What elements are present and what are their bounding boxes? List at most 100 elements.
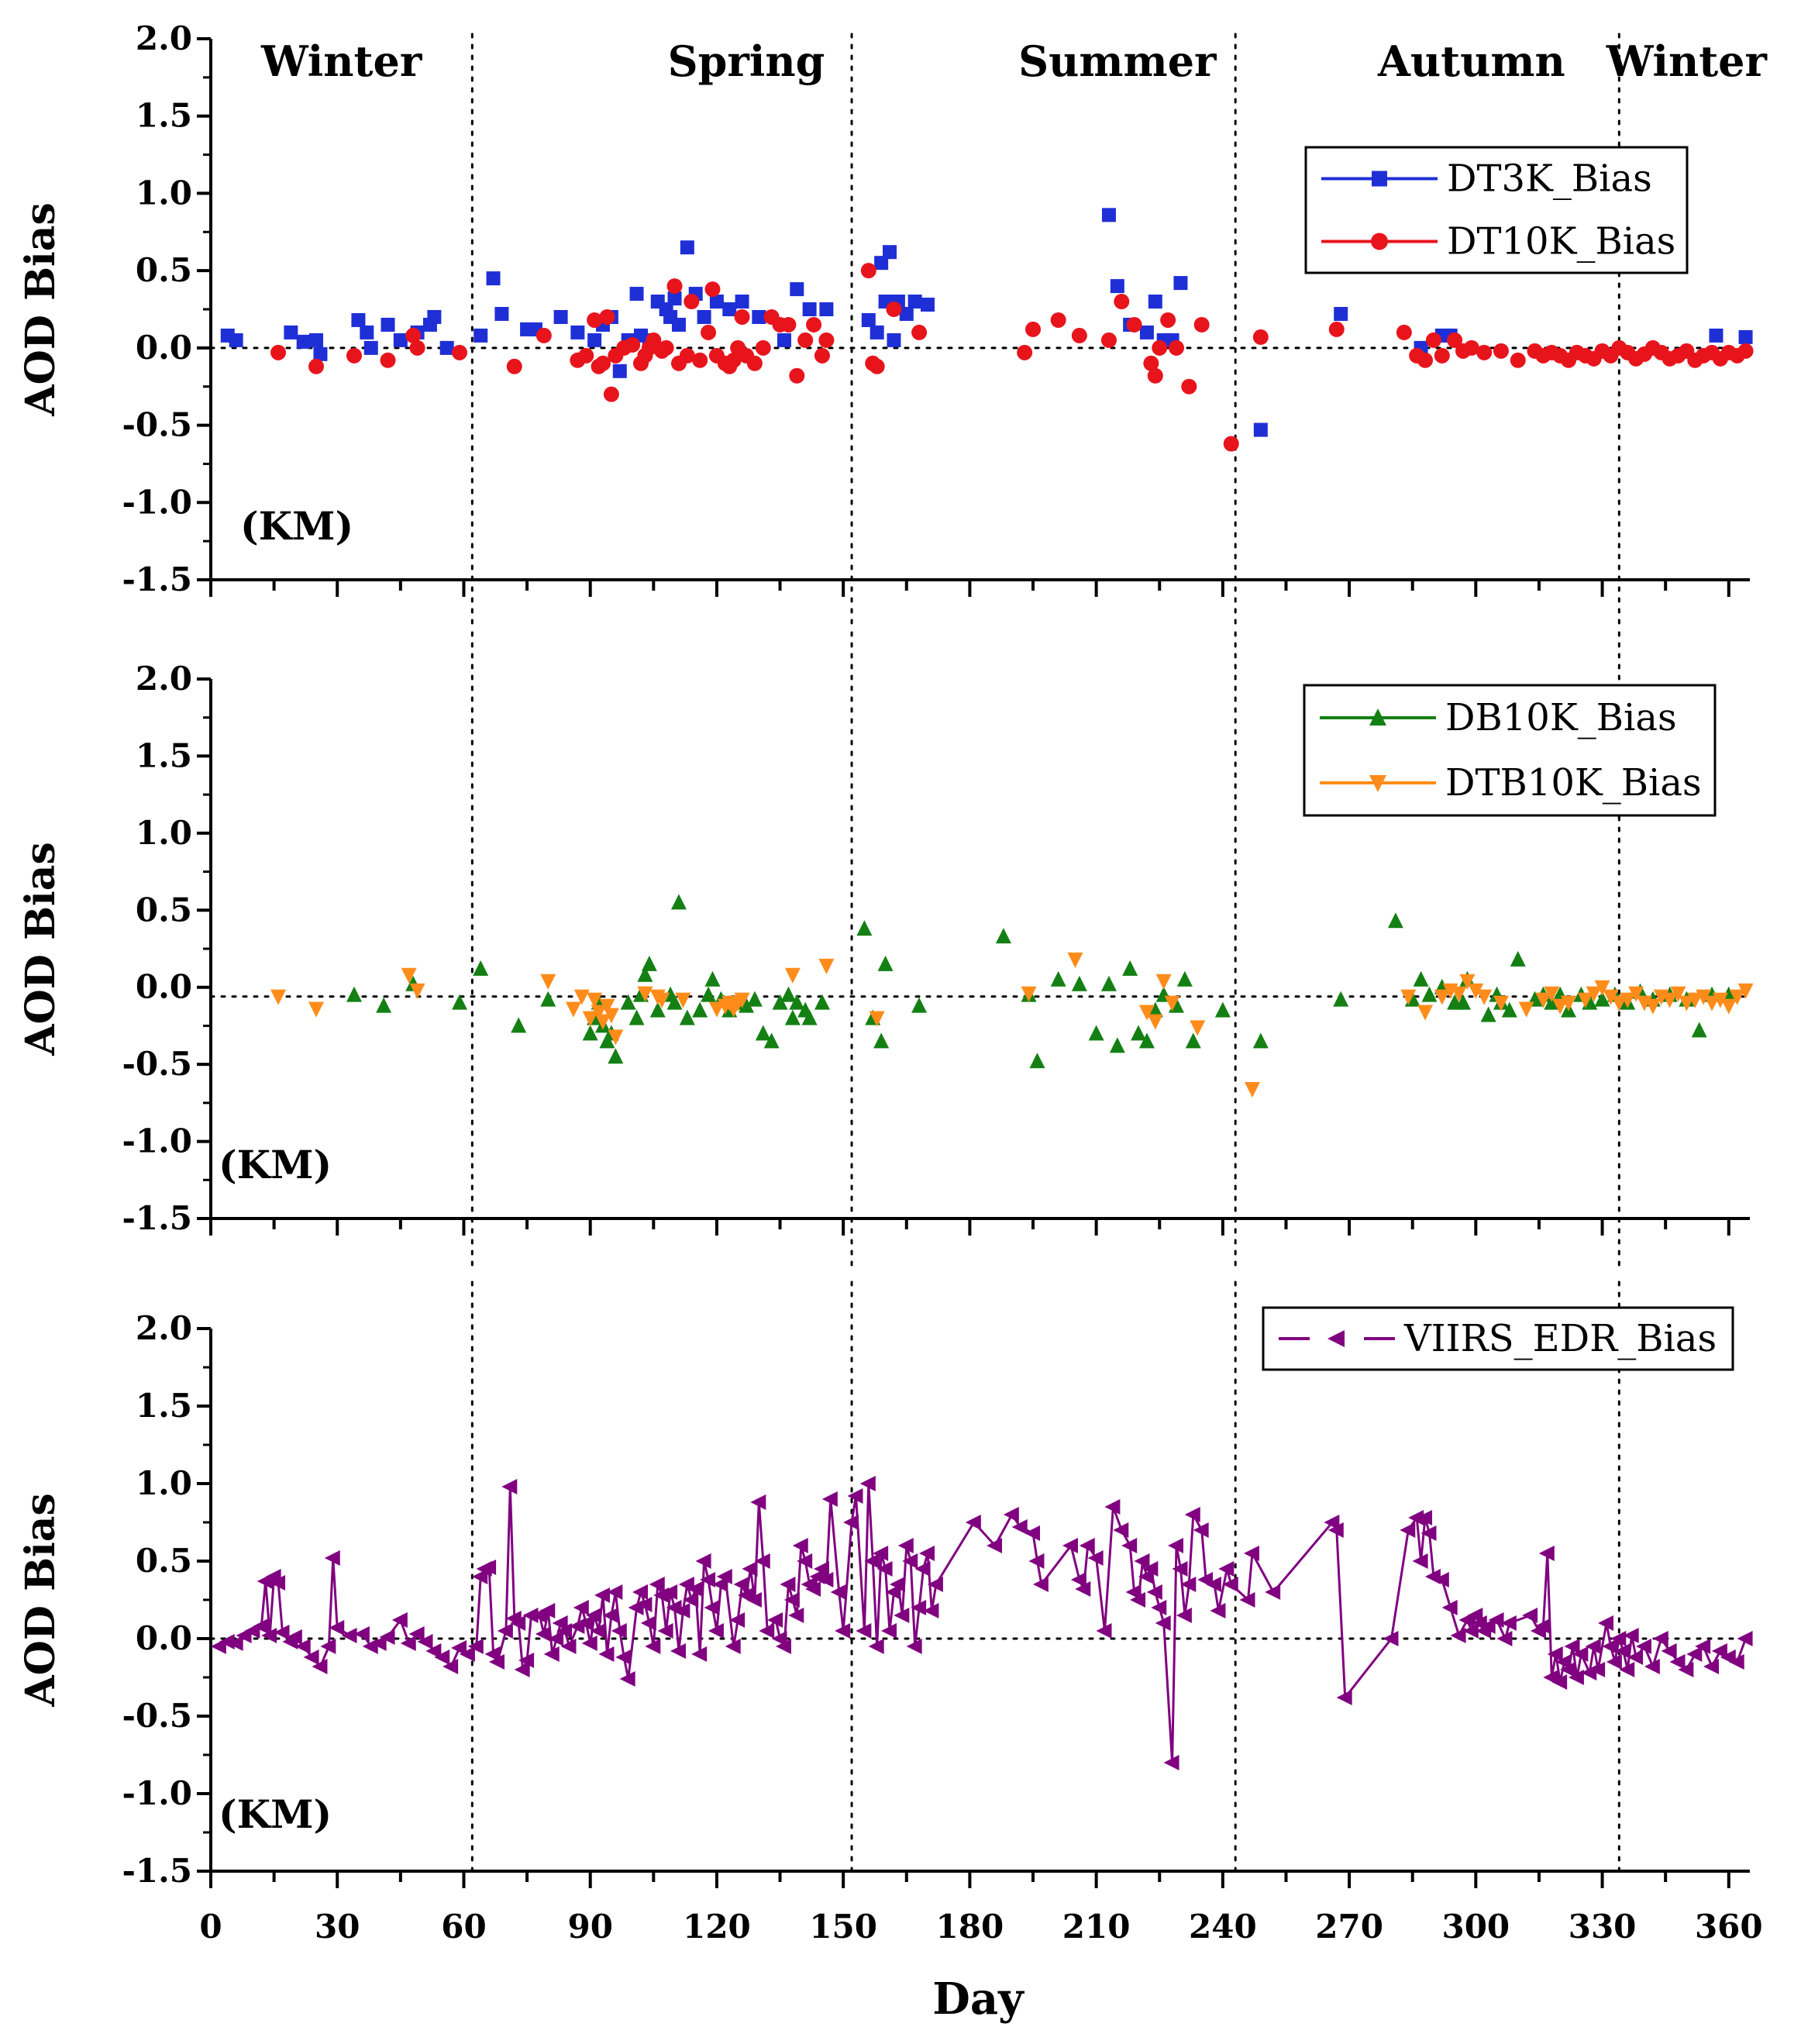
data-point [1620,992,1636,1008]
x-tick-label: 90 [567,1908,612,1946]
data-point [473,328,488,343]
series-dt10k-bias [270,263,1754,452]
data-point [1551,1674,1568,1690]
y-tick-label: -1.0 [122,1122,192,1160]
data-point [1568,1670,1584,1685]
x-tick-label: 210 [1062,1908,1131,1946]
y-axis-label: AOD Bias [17,1493,64,1708]
data-point [353,1626,370,1642]
data-point [1594,991,1610,1007]
season-label: Spring [668,36,825,86]
data-point [789,367,805,384]
data-point [1138,1569,1154,1584]
y-tick-label: 1.5 [136,736,192,774]
data-point [1493,343,1509,359]
data-point [780,986,797,1002]
data-point [400,1636,416,1651]
data-point [1130,1592,1146,1608]
data-point [587,333,602,347]
data-point [1400,989,1417,1005]
y-tick-label: -1.0 [122,483,192,521]
data-point [548,1631,564,1646]
data-point [902,1553,918,1569]
data-point [219,1634,235,1649]
data-point [1109,1037,1125,1053]
data-point [1413,970,1429,987]
data-point [539,1603,556,1618]
data-point [819,302,834,316]
data-point [1695,1639,1711,1654]
data-point [1552,998,1569,1015]
data-point [595,355,611,371]
y-tick-label: 1.5 [136,1387,192,1425]
data-point [514,1662,530,1677]
data-point [704,1600,720,1615]
x-tick-label: 30 [315,1908,360,1946]
data-point [565,1001,581,1018]
y-tick-label: 1.0 [136,1464,192,1502]
panel-3: 2.0 1.5 1.0 0.5 0.0 -0.5 -1.0 -1.5 AOD Bias (KM) V… [17,1281,1753,1890]
data-point [1148,295,1162,309]
data-point [1704,995,1720,1012]
data-point [802,302,817,316]
data-point [670,1643,686,1659]
data-point [274,1625,290,1640]
data-point [608,1029,624,1046]
y-tick-label: -1.5 [122,560,192,598]
data-point [560,1639,577,1654]
data-point [577,1615,594,1631]
data-point [1535,992,1551,1008]
data-point [417,1634,433,1649]
data-point [754,1553,770,1569]
data-point [1155,974,1172,990]
legend-marker [1369,708,1386,726]
data-point [927,1577,943,1592]
data-point [1071,327,1087,343]
data-point [629,287,644,302]
data-point [294,1639,311,1654]
data-point [612,364,627,378]
data-point [1003,1507,1019,1522]
data-point [873,1032,890,1049]
data-point [801,1009,818,1025]
data-point [687,1581,703,1597]
data-point [1101,208,1116,222]
data-point [818,332,835,348]
season-label: Winter [260,36,422,86]
data-point [870,325,884,340]
data-point [918,1546,935,1561]
data-point [540,974,556,990]
data-point [746,1592,762,1608]
data-point [1113,1522,1129,1538]
data-point [570,325,585,340]
data-point [821,1491,838,1507]
data-point [1024,1525,1041,1541]
legend-label: VIIRS_EDR_Bias [1403,1317,1717,1360]
data-point [894,1608,910,1623]
data-point [708,1623,724,1639]
y-tick-label: -0.5 [122,406,192,444]
y-tick-label: -1.5 [122,1199,192,1237]
y-axis-label: AOD Bias [17,842,64,1056]
legend-marker [1372,171,1387,187]
data-point [886,302,902,317]
data-point [427,309,442,324]
data-point [1496,1631,1513,1646]
data-point [1712,992,1728,1008]
data-point [1176,970,1193,987]
data-point [814,347,830,364]
data-point [1589,1662,1606,1677]
data-point [1071,975,1087,991]
x-tick-label: 180 [936,1908,1004,1946]
data-point [830,1584,846,1600]
data-point [733,1577,749,1592]
x-tick-label: 150 [809,1908,877,1946]
data-point [716,1569,732,1584]
data-point [522,1608,539,1623]
data-point [1451,986,1467,1002]
data-point [543,1646,560,1662]
data-point [439,340,454,355]
data-point [1336,1690,1352,1705]
data-point [518,1653,535,1668]
data-point [1728,1654,1744,1670]
